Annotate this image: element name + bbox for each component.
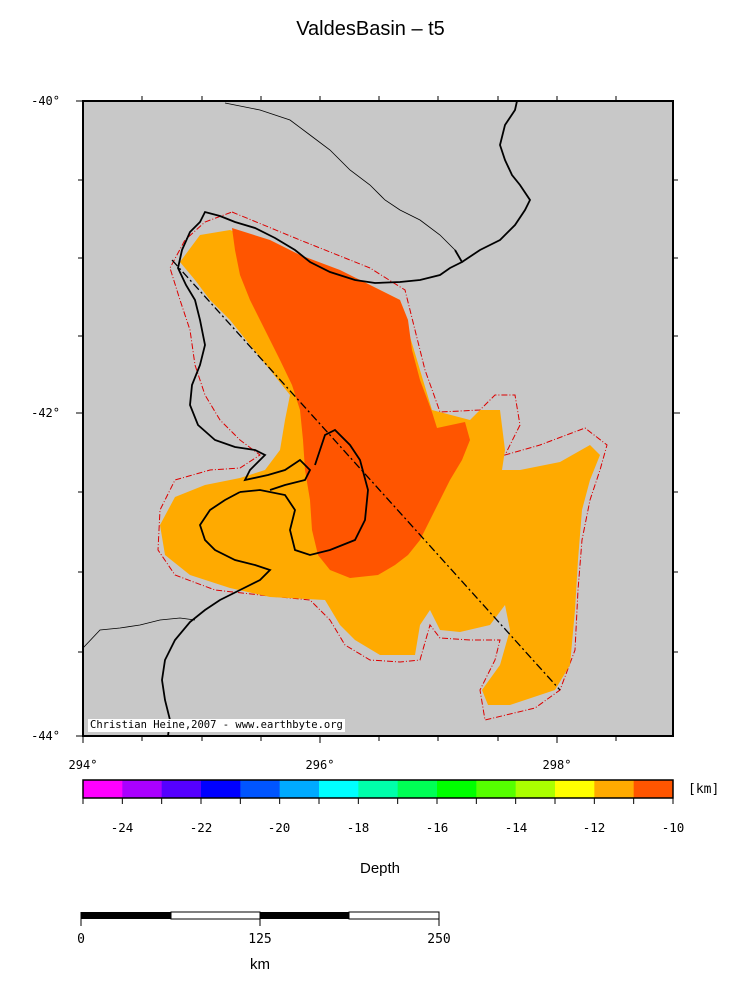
deep-basin-area — [232, 228, 470, 578]
colorbar-tick-label: -10 — [661, 820, 685, 835]
colorbar-title: Depth — [359, 860, 401, 877]
scalebar-unit: km — [250, 956, 270, 973]
colorbar-tick-label: -12 — [582, 820, 606, 835]
colorbar-cell — [161, 780, 202, 798]
lat-label: -44° — [31, 729, 60, 743]
colorbar — [82, 779, 674, 804]
basin-outline-dashed — [157, 211, 608, 721]
scalebar-label: 0 — [77, 932, 85, 947]
credit-text: Christian Heine,2007 - www.earthbyte.org — [88, 719, 345, 732]
map-title: ValdesBasin – t5 — [296, 18, 445, 40]
lat-label: -42° — [31, 406, 60, 420]
colorbar-tick-label: -16 — [425, 820, 449, 835]
colorbar-cell — [437, 780, 477, 798]
lon-label: 294° — [68, 758, 98, 772]
colorbar-cell — [201, 780, 241, 798]
colorbar-tick-label: -24 — [110, 820, 134, 835]
colorbar-cell — [476, 780, 517, 798]
colorbar-cell — [83, 780, 123, 798]
profile-line — [171, 259, 561, 691]
colorbar-cell — [594, 780, 635, 798]
colorbar-tick-label: -22 — [189, 820, 213, 835]
colorbar-tick-label: -14 — [504, 820, 528, 835]
colorbar-frame — [82, 779, 674, 799]
lon-label: 296° — [305, 758, 335, 772]
scalebar-label: 250 — [427, 932, 451, 947]
map-panel — [76, 96, 680, 743]
colorbar-unit: [km] — [688, 782, 720, 797]
colorbar-tick-label: -20 — [267, 820, 291, 835]
colorbar-cell — [397, 780, 438, 798]
colorbar-cell — [122, 780, 163, 798]
lat-label: -40° — [31, 94, 60, 108]
frame-ticks — [76, 96, 680, 743]
colorbar-cell — [279, 780, 320, 798]
colorbar-cell — [358, 780, 399, 798]
colorbar-cell — [555, 780, 595, 798]
scale-bar — [80, 911, 440, 926]
map-frame — [82, 100, 674, 737]
colorbar-cell — [240, 780, 281, 798]
coastlines — [82, 100, 532, 737]
colorbar-cell — [515, 780, 556, 798]
colorbar-tick-label: -18 — [346, 820, 370, 835]
scalebar-label: 125 — [248, 932, 272, 947]
lon-label: 298° — [542, 758, 572, 772]
colorbar-cell — [319, 780, 359, 798]
colorbar-cell — [633, 780, 674, 798]
